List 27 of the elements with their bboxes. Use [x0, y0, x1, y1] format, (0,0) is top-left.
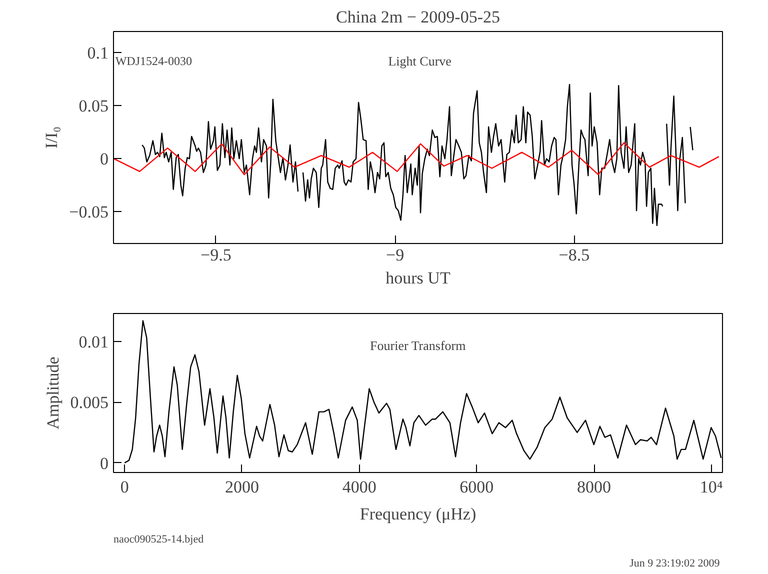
y-tick-label: 0.05 — [78, 96, 108, 116]
y-tick-label: 0.005 — [70, 393, 108, 412]
x-tick-label: 2000 — [224, 478, 259, 496]
x-axis-title: hours UT — [386, 268, 451, 288]
y-tick-label: 0.01 — [78, 332, 108, 352]
annotation: Light Curve — [388, 54, 452, 69]
annotation: WDJ1524-0030 — [115, 54, 192, 68]
x-tick-label: −9 — [386, 246, 404, 264]
y-axis-title: Amplitude — [43, 356, 62, 430]
text: Jun 9 23:19:02 2009 — [630, 558, 720, 570]
annotation: Fourier Transform — [370, 338, 466, 353]
x-axis-title: Frequency (μHz) — [360, 504, 476, 524]
x-tick-label: 10⁴ — [700, 478, 723, 496]
chart-title: China 2m − 2009-05-25 — [336, 8, 500, 26]
y-tick-label: −0.05 — [69, 202, 109, 222]
y-tick-label: 0.1 — [87, 44, 108, 63]
y-tick-label: 0 — [100, 454, 108, 473]
x-tick-label: −9.5 — [200, 246, 232, 264]
x-tick-label: 0 — [120, 478, 129, 496]
y-axis-title: I/I₀ — [42, 126, 62, 148]
text: naoc090525-14.bjed — [114, 534, 204, 546]
line-series — [114, 142, 720, 176]
x-tick-label: 6000 — [460, 478, 494, 496]
x-tick-label: 4000 — [342, 478, 376, 496]
x-tick-label: 8000 — [577, 478, 612, 496]
x-tick-label: −8.5 — [558, 246, 590, 264]
y-tick-label: 0 — [100, 150, 108, 169]
